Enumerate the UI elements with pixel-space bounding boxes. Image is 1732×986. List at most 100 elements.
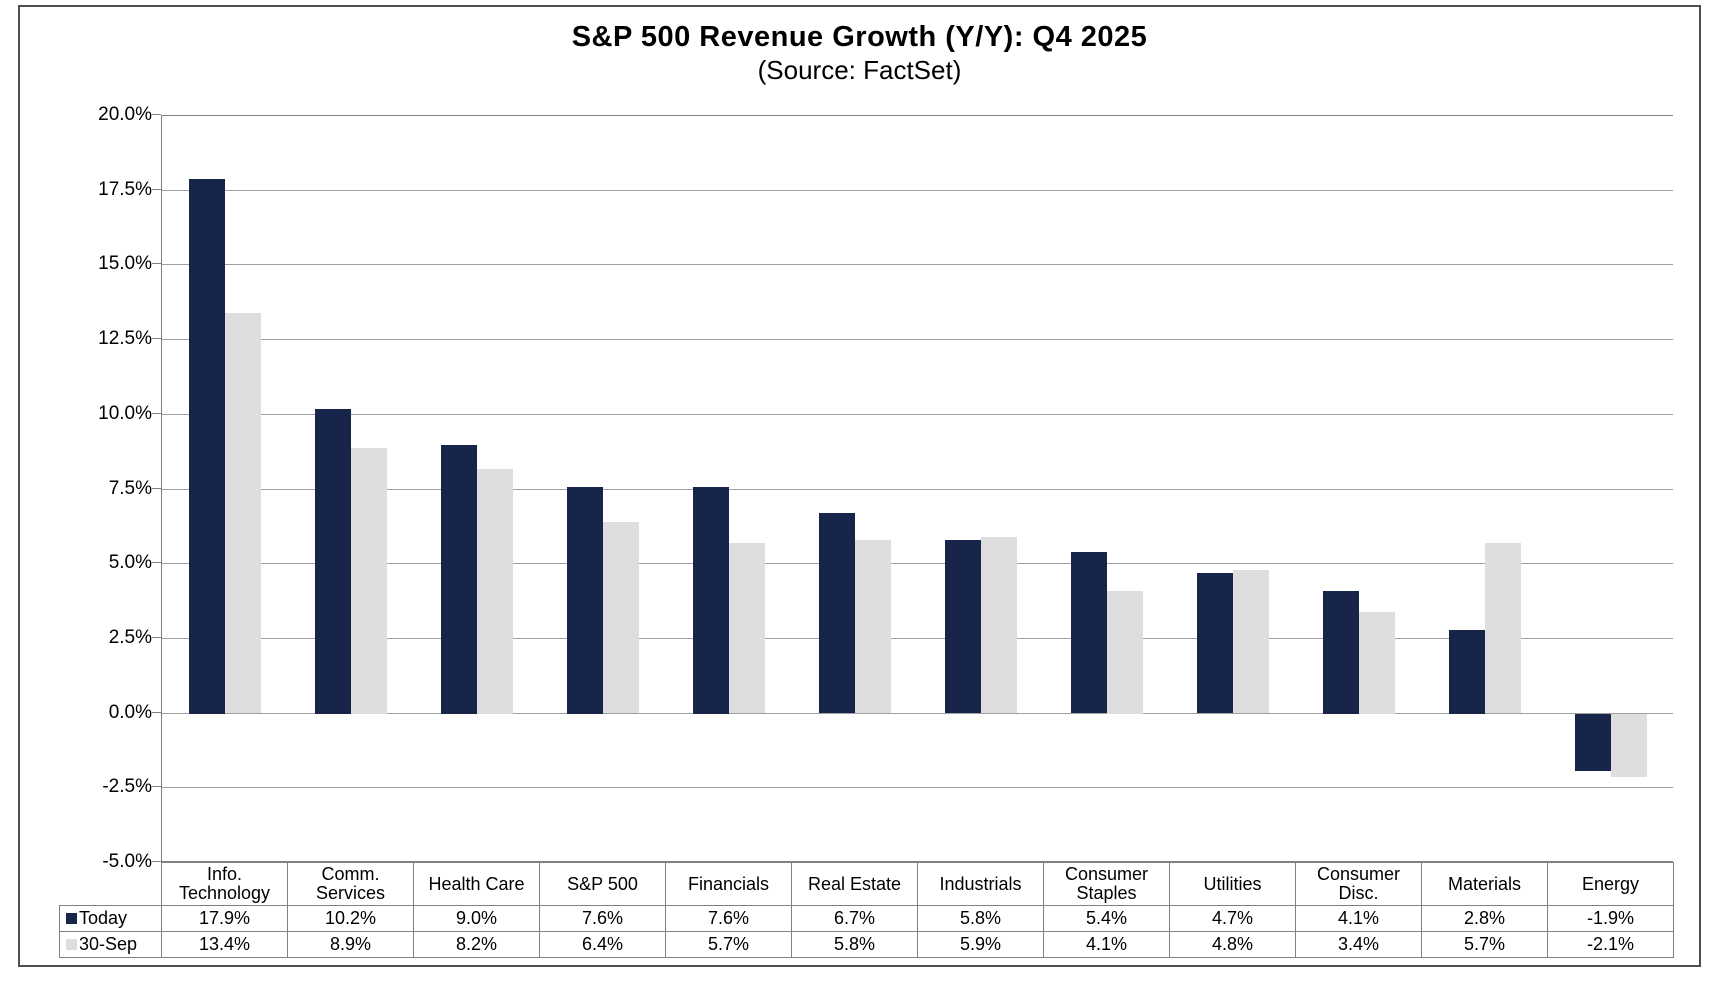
bar-30-sep (351, 448, 387, 714)
y-axis-tick (152, 786, 161, 787)
gridline (162, 414, 1673, 415)
bar-today (441, 445, 477, 714)
bar-30-sep (1611, 714, 1647, 777)
bar-30-sep (1485, 543, 1521, 713)
legend-cell-30-sep: 30-Sep (59, 931, 161, 957)
y-tick-label: 7.5% (108, 478, 152, 499)
gridline (162, 339, 1673, 340)
bar-30-sep (729, 543, 765, 713)
y-tick-label: 5.0% (108, 552, 152, 573)
value-cell: 5.8% (917, 905, 1043, 931)
category-header-cell: Comm. Services (287, 862, 413, 905)
value-cell: 4.7% (1169, 905, 1295, 931)
legend-label: Today (79, 908, 128, 928)
bar-30-sep (477, 469, 513, 714)
y-tick-label: -2.5% (102, 776, 152, 797)
gridline (162, 713, 1673, 714)
bar-today (315, 409, 351, 714)
bar-today (1071, 552, 1107, 713)
legend-marker-icon (66, 913, 77, 924)
value-cell: 8.9% (287, 931, 413, 957)
value-cell: 6.4% (539, 931, 665, 957)
value-cell: 4.1% (1295, 905, 1421, 931)
bar-30-sep (603, 522, 639, 713)
value-cell: 17.9% (161, 905, 287, 931)
bar-30-sep (855, 540, 891, 713)
y-tick-label: 0.0% (108, 702, 152, 723)
y-tick-label: -5.0% (102, 851, 152, 872)
y-axis-tick (152, 562, 161, 563)
gridline (162, 563, 1673, 564)
gridline (162, 190, 1673, 191)
bar-today (1449, 630, 1485, 714)
category-header-cell: S&P 500 (539, 862, 665, 905)
bar-today (945, 540, 981, 713)
y-axis-tick (152, 263, 161, 264)
gridline (162, 787, 1673, 788)
category-header-cell: Energy (1547, 862, 1673, 905)
bar-today (819, 513, 855, 713)
y-tick-label: 2.5% (108, 627, 152, 648)
value-cell: 10.2% (287, 905, 413, 931)
value-cell: 7.6% (665, 905, 791, 931)
bar-30-sep (1233, 570, 1269, 713)
category-header-cell: Info. Technology (161, 862, 287, 905)
bar-30-sep (1359, 612, 1395, 714)
category-header-cell: Industrials (917, 862, 1043, 905)
gridline (162, 638, 1673, 639)
bar-today (189, 179, 225, 714)
value-cell: 5.4% (1043, 905, 1169, 931)
y-axis-tick (152, 712, 161, 713)
bar-today (693, 487, 729, 714)
legend-label: 30-Sep (79, 934, 138, 954)
chart-frame: S&P 500 Revenue Growth (Y/Y): Q4 2025 (S… (18, 5, 1701, 967)
category-header-cell: Consumer Disc. (1295, 862, 1421, 905)
y-axis-tick (152, 488, 161, 489)
bar-30-sep (225, 313, 261, 713)
value-cell: 5.7% (1421, 931, 1547, 957)
bar-today (1575, 714, 1611, 771)
y-axis-tick (152, 338, 161, 339)
category-header-cell: Utilities (1169, 862, 1295, 905)
category-header-cell: Real Estate (791, 862, 917, 905)
value-cell: 5.8% (791, 931, 917, 957)
category-header-cell: Health Care (413, 862, 539, 905)
value-cell: 9.0% (413, 905, 539, 931)
value-cell: 4.1% (1043, 931, 1169, 957)
value-cell: 5.7% (665, 931, 791, 957)
category-header-cell: Materials (1421, 862, 1547, 905)
bar-30-sep (981, 537, 1017, 713)
gridline (162, 264, 1673, 265)
value-cell: 8.2% (413, 931, 539, 957)
value-cell: 5.9% (917, 931, 1043, 957)
chart-subtitle: (Source: FactSet) (757, 55, 962, 85)
y-axis-tick (152, 861, 161, 862)
bar-today (1323, 591, 1359, 714)
value-cell: 3.4% (1295, 931, 1421, 957)
y-axis-tick (152, 189, 161, 190)
y-tick-label: 17.5% (98, 179, 152, 200)
y-axis-tick (152, 637, 161, 638)
y-tick-label: 20.0% (98, 104, 152, 125)
gridline (162, 489, 1673, 490)
value-cell: 4.8% (1169, 931, 1295, 957)
bar-today (567, 487, 603, 714)
legend-cell-today: Today (59, 905, 161, 931)
data-table: Info. Technology Comm. Services Health Car… (59, 862, 1674, 958)
y-tick-label: 15.0% (98, 253, 152, 274)
y-axis-tick (152, 413, 161, 414)
value-cell: -2.1% (1547, 931, 1673, 957)
chart-title: S&P 500 Revenue Growth (Y/Y): Q4 2025 (571, 21, 1148, 53)
category-header-cell: Consumer Staples (1043, 862, 1169, 905)
bar-30-sep (1107, 591, 1143, 714)
bar-today (1197, 573, 1233, 713)
value-cell: 7.6% (539, 905, 665, 931)
value-cell: 6.7% (791, 905, 917, 931)
value-cell: -1.9% (1547, 905, 1673, 931)
value-cell: 2.8% (1421, 905, 1547, 931)
legend-marker-icon (66, 939, 77, 950)
y-axis-tick (152, 114, 161, 115)
y-tick-label: 10.0% (98, 403, 152, 424)
plot-area (161, 115, 1673, 862)
category-header-cell: Financials (665, 862, 791, 905)
